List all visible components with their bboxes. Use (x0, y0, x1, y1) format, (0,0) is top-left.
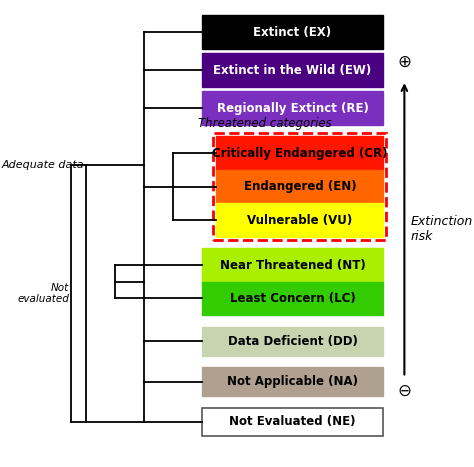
Text: Data Deficient (DD): Data Deficient (DD) (228, 335, 357, 348)
Text: ⊖: ⊖ (397, 382, 411, 400)
Text: Threatened categories: Threatened categories (198, 116, 332, 129)
Bar (202, 92, 383, 125)
Bar (202, 408, 383, 436)
Bar (202, 15, 383, 49)
Text: Endangered (EN): Endangered (EN) (244, 180, 356, 193)
Bar (216, 170, 383, 203)
Bar (216, 136, 383, 170)
Text: Least Concern (LC): Least Concern (LC) (230, 292, 356, 305)
Text: Not Evaluated (NE): Not Evaluated (NE) (229, 416, 356, 429)
Text: Extinct (EX): Extinct (EX) (254, 26, 332, 39)
Text: Extinction
risk: Extinction risk (410, 215, 473, 243)
Text: Critically Endangered (CR): Critically Endangered (CR) (212, 147, 388, 160)
Text: Near Threatened (NT): Near Threatened (NT) (219, 259, 365, 272)
Bar (202, 282, 383, 315)
Text: Vulnerable (VU): Vulnerable (VU) (247, 213, 353, 226)
Bar (216, 203, 383, 237)
Text: Not
evaluated: Not evaluated (18, 283, 69, 304)
Text: Not Applicable (NA): Not Applicable (NA) (227, 375, 358, 388)
Bar (202, 367, 383, 396)
Bar (202, 53, 383, 87)
Text: Adequate data: Adequate data (1, 160, 84, 170)
Text: Regionally Extinct (RE): Regionally Extinct (RE) (217, 102, 368, 115)
Bar (202, 248, 383, 282)
Bar (202, 327, 383, 355)
Bar (213, 133, 386, 241)
Text: ⊕: ⊕ (397, 53, 411, 71)
Text: Extinct in the Wild (EW): Extinct in the Wild (EW) (213, 64, 372, 77)
